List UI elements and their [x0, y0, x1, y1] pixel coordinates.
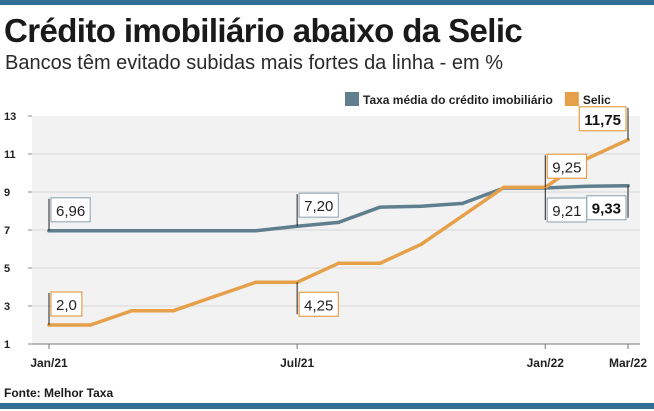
x-tick-label-6: Jul/21	[280, 356, 314, 370]
series-1-point-8	[378, 261, 382, 266]
series-0-point-2	[129, 228, 134, 233]
y-tick-label-5: 5	[4, 263, 10, 275]
chart-title: Crédito imobiliário abaixo da Selic	[4, 12, 523, 49]
annotation-box-5	[546, 197, 588, 223]
series-1-point-11	[502, 185, 506, 190]
x-tick-label-14: Mar/22	[609, 356, 647, 370]
y-tick-label-7: 7	[4, 225, 10, 237]
annotation-3: 4,25	[296, 282, 339, 317]
y-tick-label-11: 11	[4, 149, 16, 161]
series-0-point-9	[419, 204, 424, 209]
annotation-box-3	[298, 291, 339, 317]
y-tick-label-9: 9	[4, 187, 10, 199]
series-0-point-7	[336, 220, 341, 225]
x-tick-label-12: Jan/22	[527, 356, 565, 370]
annotation-text-6: 11,75	[584, 112, 621, 129]
series-1-point-4	[212, 294, 217, 299]
annotation-text-2: 7,20	[304, 198, 333, 215]
legend-label-1: Selic	[583, 93, 611, 107]
annotation-1: 2,0	[48, 291, 83, 325]
annotation-text-5: 9,21	[552, 203, 581, 220]
annotation-box-0	[50, 197, 91, 223]
legend-label-0: Taxa média do crédito imobiliário	[363, 93, 553, 107]
series-1-point-3	[171, 308, 175, 313]
y-tick-label-1: 1	[4, 339, 10, 351]
annotation-text-7: 9,33	[592, 201, 621, 218]
series-0-point-3	[171, 228, 175, 233]
series-1-point-7	[336, 261, 341, 266]
annotation-text-1: 2,0	[56, 297, 77, 314]
series-0-point-1	[88, 228, 93, 233]
series-1-point-9	[419, 242, 424, 247]
series-0-point-13	[584, 184, 589, 189]
annotation-5: 9,21	[544, 188, 588, 223]
annotation-text-4: 9,25	[552, 159, 581, 176]
y-tick-label-13: 13	[4, 111, 16, 123]
top-rule	[0, 0, 654, 5]
series-1-point-2	[129, 308, 134, 313]
bottom-rule	[0, 403, 654, 409]
source-note: Fonte: Melhor Taxa	[4, 386, 114, 400]
annotation-0: 6,96	[48, 197, 91, 231]
annotation-text-0: 6,96	[56, 203, 85, 220]
annotation-4: 9,25	[544, 153, 588, 188]
annotation-2: 7,20	[296, 192, 339, 227]
annotation-box-6	[578, 106, 627, 132]
annotation-7: 9,33	[586, 185, 629, 221]
series-1-point-5	[253, 280, 258, 285]
annotation-text-3: 4,25	[304, 297, 333, 314]
series-1-point-10	[460, 213, 465, 218]
chart-subtitle: Bancos têm evitado subidas mais fortes d…	[5, 52, 504, 74]
series-0-point-10	[460, 201, 465, 206]
annotation-box-4	[546, 153, 588, 179]
legend-swatch-1	[564, 92, 579, 106]
x-tick-label-0: Jan/21	[30, 356, 68, 370]
annotation-6: 11,75	[578, 106, 629, 140]
series-1-point-1	[88, 323, 93, 327]
annotation-box-2	[298, 192, 339, 218]
annotation-box-7	[586, 195, 627, 221]
series-0-point-8	[378, 205, 382, 209]
y-tick-label-3: 3	[4, 301, 10, 313]
legend-swatch-0	[345, 92, 359, 106]
series-0-point-5	[253, 228, 258, 233]
series-0-point-4	[212, 228, 217, 233]
annotation-box-1	[50, 291, 83, 317]
